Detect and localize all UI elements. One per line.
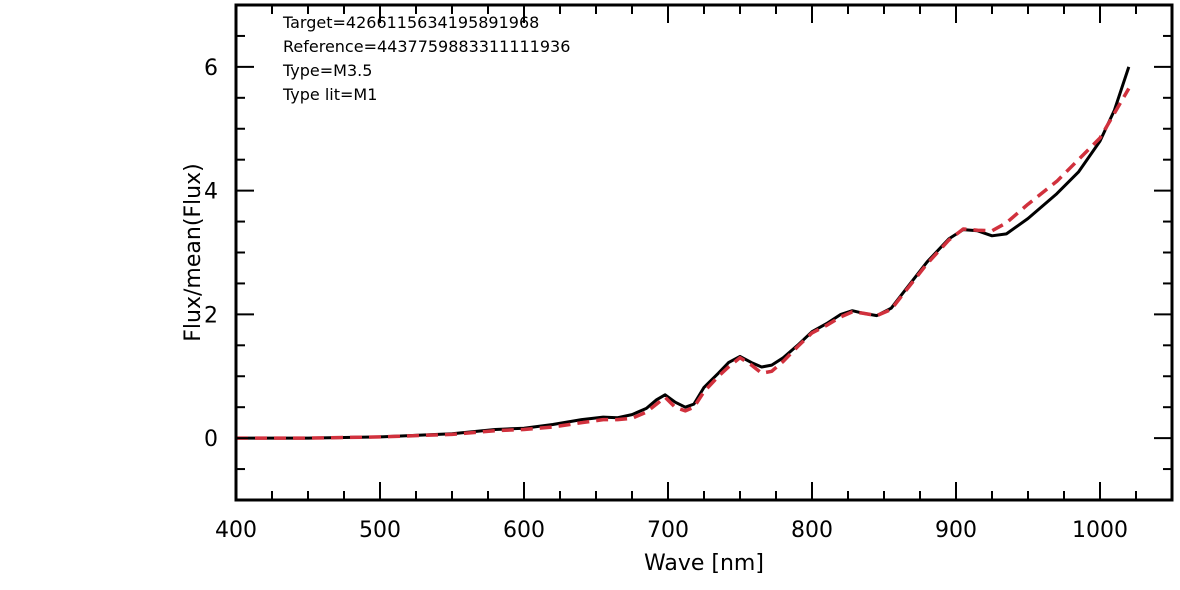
y-tick-label: 4 xyxy=(204,180,218,205)
axes-group xyxy=(234,3,1174,502)
annotation-text: Type lit=M1 xyxy=(282,85,377,104)
annotation-text: Type=M3.5 xyxy=(282,61,372,80)
y-tick-label: 2 xyxy=(204,303,218,328)
reference-spectrum-line xyxy=(236,87,1131,440)
x-tick-label: 600 xyxy=(503,518,545,543)
x-axis-label: Wave [nm] xyxy=(644,551,764,576)
series-group xyxy=(236,66,1131,440)
x-tick-label: 500 xyxy=(359,518,401,543)
x-tick-label: 800 xyxy=(791,518,833,543)
plot-frame xyxy=(234,3,1174,502)
y-tick-label: 0 xyxy=(204,427,218,452)
labels-group: 400 500 600 700 800 900 1000 0 2 4 6 Wave [nm] Flux/… xyxy=(181,13,1128,576)
y-axis-label: Flux/mean(Flux) xyxy=(181,163,206,341)
annotation-text: Reference=4437759883311111936 xyxy=(283,37,570,56)
target-spectrum-line xyxy=(236,66,1131,440)
x-tick-label: 900 xyxy=(935,518,977,543)
x-tick-label: 400 xyxy=(215,518,257,543)
y-tick-label: 6 xyxy=(204,56,218,81)
x-tick-label: 700 xyxy=(647,518,689,543)
x-tick-label: 1000 xyxy=(1072,518,1128,543)
annotation-text: Target=4266115634195891968 xyxy=(282,13,539,32)
